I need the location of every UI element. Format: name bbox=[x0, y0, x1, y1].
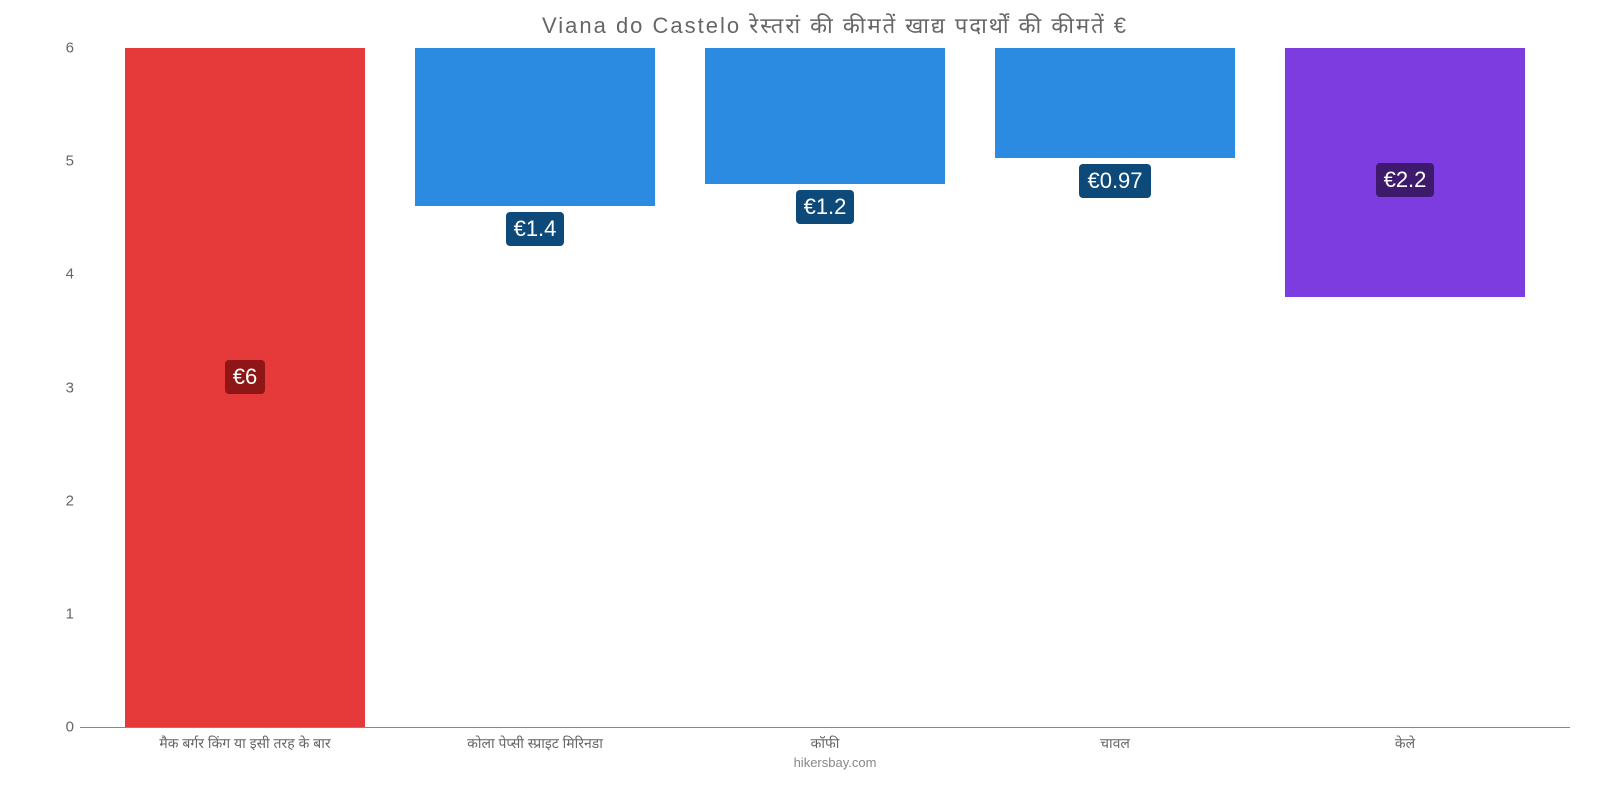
bar: €1.4 bbox=[415, 48, 655, 206]
bar-value-label: €6 bbox=[225, 360, 265, 394]
x-labels: मैक बर्गर किंग या इसी तरह के बारकोला पेप… bbox=[80, 728, 1570, 753]
x-label: चावल bbox=[970, 734, 1260, 753]
bar: €2.2 bbox=[1285, 48, 1525, 297]
bar: €1.2 bbox=[705, 48, 945, 184]
bars-row: €6 €1.4 €1.2 €0.97 €2.2 bbox=[80, 48, 1570, 727]
y-tick-label: 2 bbox=[66, 492, 74, 509]
bar: €0.97 bbox=[995, 48, 1235, 158]
bar-value-label: €1.4 bbox=[506, 212, 565, 246]
bar-slot: €1.2 bbox=[680, 48, 970, 727]
plot-area: 0123456 €6€1.4€1.2€0.97€2.2 bbox=[80, 48, 1570, 728]
bar-slot: €1.4 bbox=[390, 48, 680, 727]
bar-slot: €2.2 bbox=[1260, 48, 1550, 727]
y-tick-label: 0 bbox=[66, 719, 74, 736]
y-tick-label: 1 bbox=[66, 605, 74, 622]
bar-slot: €0.97 bbox=[970, 48, 1260, 727]
y-tick-label: 3 bbox=[66, 379, 74, 396]
x-label: कॉफी bbox=[680, 734, 970, 753]
y-tick-label: 6 bbox=[66, 40, 74, 57]
credit: hikersbay.com bbox=[60, 755, 1570, 770]
bar-value-label: €1.2 bbox=[796, 190, 855, 224]
y-tick-label: 5 bbox=[66, 153, 74, 170]
x-label: मैक बर्गर किंग या इसी तरह के बार bbox=[100, 734, 390, 753]
y-tick-label: 4 bbox=[66, 266, 74, 283]
x-label: कोला पेप्सी स्प्राइट मिरिनडा bbox=[390, 734, 680, 753]
x-label: केले bbox=[1260, 734, 1550, 753]
bar: €6 bbox=[125, 48, 365, 727]
chart-container: Viana do Castelo रेस्तरां की कीमतें खाद्… bbox=[0, 0, 1600, 800]
bar-value-label: €2.2 bbox=[1376, 163, 1435, 197]
y-axis: 0123456 bbox=[50, 48, 80, 727]
chart-title: Viana do Castelo रेस्तरां की कीमतें खाद्… bbox=[60, 10, 1570, 40]
bar-value-label: €0.97 bbox=[1079, 164, 1150, 198]
bar-slot: €6 bbox=[100, 48, 390, 727]
